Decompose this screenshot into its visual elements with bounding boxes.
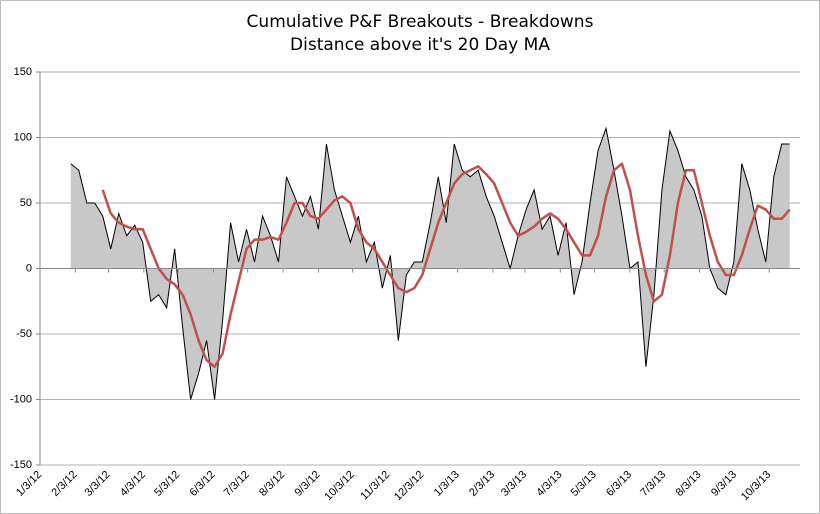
line: [101, 162, 791, 368]
y-tick-label: 100: [14, 131, 32, 143]
y-tick-label: -100: [10, 393, 32, 405]
area: [70, 128, 790, 400]
chart-title: Cumulative P&F Breakouts - Breakdowns: [247, 12, 594, 32]
chart-subtitle: Distance above it's 20 Day MA: [290, 35, 550, 55]
y-tick-label: 0: [26, 262, 32, 274]
area-outline: [70, 126, 790, 400]
y-tick-label: -150: [10, 459, 32, 471]
y-tick-label: 150: [14, 66, 32, 78]
y-tick-label: -50: [16, 328, 32, 340]
y-tick-label: 50: [20, 197, 32, 209]
